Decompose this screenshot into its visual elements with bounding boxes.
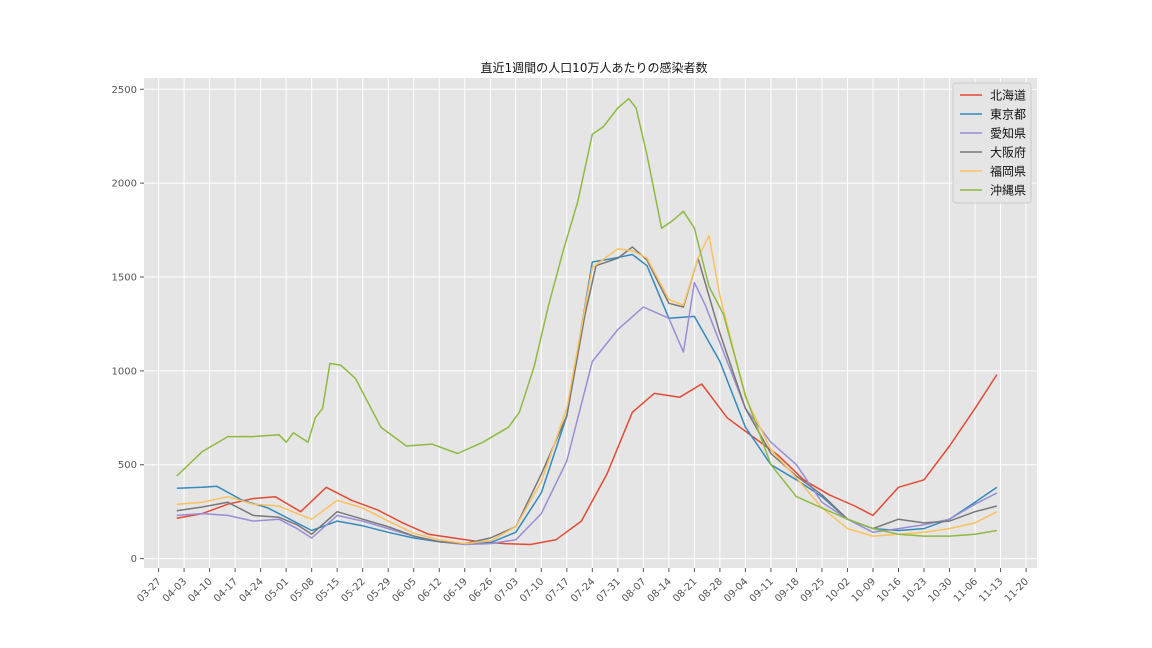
- x-tick-label: 04-17: [212, 576, 240, 604]
- x-axis: 03-2704-0304-1004-1704-2405-0105-0805-15…: [135, 568, 1031, 605]
- x-tick-label: 10-02: [824, 576, 852, 604]
- legend-label: 沖縄県: [990, 183, 1026, 198]
- grid-lines: [144, 78, 1037, 568]
- x-tick-label: 08-07: [620, 576, 648, 604]
- x-tick-label: 08-14: [646, 576, 674, 604]
- y-axis: 0 500 1000 1500 2000 2500: [112, 85, 144, 565]
- y-tick-label: 2500: [112, 85, 137, 96]
- y-tick-label: 500: [118, 460, 137, 471]
- x-tick-label: 05-15: [314, 576, 342, 604]
- x-tick-label: 09-04: [722, 576, 750, 604]
- x-tick-label: 06-05: [391, 576, 419, 604]
- legend-label: 東京都: [990, 108, 1026, 122]
- x-tick-label: 09-25: [799, 576, 827, 604]
- legend-box: [952, 82, 1032, 204]
- series-lines: [176, 97, 998, 546]
- x-tick-label: 05-29: [365, 576, 393, 604]
- x-tick-label: 10-30: [926, 576, 954, 604]
- series-line-0: [176, 374, 998, 546]
- x-tick-label: 08-21: [671, 576, 699, 604]
- plot-area: [144, 78, 1037, 568]
- x-tick-label: 04-03: [161, 576, 189, 604]
- series-line-4: [176, 234, 998, 545]
- x-tick-label: 04-24: [237, 576, 265, 604]
- x-tick-label: 10-16: [875, 576, 903, 604]
- x-tick-label: 09-11: [748, 576, 776, 604]
- legend-label: 愛知県: [990, 127, 1026, 141]
- x-tick-label: 07-24: [569, 576, 597, 604]
- x-tick-label: 11-06: [952, 576, 980, 604]
- x-tick-label: 05-08: [288, 576, 316, 604]
- y-tick-label: 2000: [112, 179, 137, 190]
- x-tick-label: 04-10: [186, 576, 214, 604]
- x-tick-label: 03-27: [135, 576, 163, 604]
- y-tick-label: 1000: [112, 366, 137, 377]
- x-tick-label: 06-19: [442, 576, 470, 604]
- x-tick-label: 07-17: [544, 576, 572, 604]
- x-tick-label: 11-20: [1003, 576, 1031, 604]
- x-tick-label: 05-01: [263, 576, 291, 604]
- legend-label: 福岡県: [990, 164, 1026, 179]
- x-tick-label: 10-09: [850, 576, 878, 604]
- legend-label: 北海道: [990, 88, 1026, 103]
- x-tick-label: 09-18: [773, 576, 801, 604]
- legend-label: 大阪府: [990, 145, 1026, 160]
- y-tick-label: 0: [131, 554, 137, 565]
- chart-title: 直近1週間の人口10万人あたりの感染者数: [480, 61, 708, 75]
- x-tick-label: 06-26: [467, 576, 495, 604]
- x-tick-label: 06-12: [416, 576, 444, 604]
- x-tick-label: 11-13: [977, 576, 1005, 604]
- x-tick-label: 07-31: [595, 576, 623, 604]
- series-line-5: [176, 97, 998, 537]
- x-tick-label: 05-22: [339, 576, 367, 604]
- x-tick-label: 07-03: [493, 576, 521, 604]
- x-tick-label: 10-23: [901, 576, 929, 604]
- x-tick-label: 07-10: [518, 576, 546, 604]
- x-tick-label: 08-28: [697, 576, 725, 604]
- y-tick-label: 1500: [112, 273, 137, 284]
